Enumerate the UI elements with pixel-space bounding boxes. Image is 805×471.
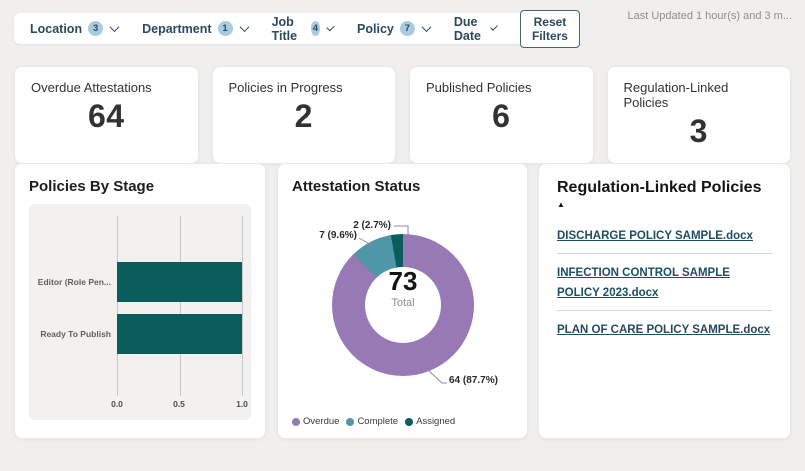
kpi-regulation-linked-policies: Regulation-Linked Policies 3 <box>606 66 791 164</box>
attestation-status-card: Attestation Status 73 Total 2 (2.7%) 7 (… <box>277 163 528 439</box>
kpi-value: 2 <box>294 98 313 134</box>
legend-dot-complete <box>346 417 355 426</box>
chevron-down-icon <box>421 22 432 33</box>
gridline <box>117 216 118 396</box>
legend-dot-overdue <box>292 417 300 426</box>
bar-editor-role-pending[interactable] <box>117 262 242 302</box>
regulation-linked-policies-card: Regulation-Linked Policies ▲ DISCHARGE P… <box>538 163 791 439</box>
filter-department[interactable]: Department 1 <box>142 21 250 36</box>
chevron-down-icon <box>109 22 120 33</box>
kpi-value: 64 <box>87 98 125 134</box>
kpi-label: Policies in Progress <box>228 80 343 95</box>
sort-ascending-icon[interactable]: ▲ <box>557 200 565 209</box>
donut-legend: Overdue Complete Assigned <box>292 416 455 427</box>
policies-by-stage-card: Policies By Stage Editor (Role Pen... Re… <box>14 163 266 439</box>
policy-link-discharge[interactable]: DISCHARGE POLICY SAMPLE.docx <box>557 230 753 242</box>
regulation-panel-title: Regulation-Linked Policies <box>557 179 762 196</box>
filter-job-title-label: Job Title <box>271 14 298 43</box>
chevron-down-icon <box>326 22 335 32</box>
chevron-down-icon <box>239 22 250 33</box>
filter-bar: Location 3 Department 1 Job Title 4 Poli… <box>14 9 580 48</box>
legend-item-complete[interactable]: Complete <box>346 416 398 427</box>
filter-location-count-badge: 3 <box>88 21 104 36</box>
donut-chart[interactable] <box>332 234 474 376</box>
kpi-label: Overdue Attestations <box>31 80 152 95</box>
legend-label: Complete <box>357 416 399 427</box>
policies-by-stage-chart: Editor (Role Pen... Ready To Publish 0.0… <box>29 204 251 420</box>
attestation-status-title: Attestation Status <box>292 178 421 195</box>
callout-complete: 7 (9.6%) <box>319 230 357 241</box>
list-item: PLAN OF CARE POLICY SAMPLE.docx <box>557 311 772 347</box>
filter-due-date[interactable]: Due Date <box>453 14 498 43</box>
bar-chart-plot-area <box>117 216 243 396</box>
kpi-row: Overdue Attestations 64 Policies in Prog… <box>14 66 791 164</box>
gridline <box>242 216 243 396</box>
kpi-value: 6 <box>492 98 511 134</box>
chevron-down-icon <box>489 23 498 32</box>
x-axis-tick: 0.5 <box>173 399 185 409</box>
legend-item-overdue[interactable]: Overdue <box>292 416 339 427</box>
kpi-overdue-attestations: Overdue Attestations 64 <box>14 66 199 164</box>
kpi-published-policies: Published Policies 6 <box>409 66 594 164</box>
gridline <box>179 216 181 396</box>
filter-job-title[interactable]: Job Title 4 <box>271 14 335 43</box>
x-axis-tick: 1.0 <box>236 399 248 409</box>
filter-policy-count-badge: 7 <box>399 21 415 36</box>
callout-overdue: 64 (87.7%) <box>449 375 498 386</box>
filter-policy[interactable]: Policy 7 <box>357 21 432 36</box>
bar-category-label: Ready To Publish <box>40 329 111 339</box>
callout-assigned: 2 (2.7%) <box>353 220 391 231</box>
filter-location-label: Location <box>30 21 83 36</box>
legend-label: Assigned <box>416 416 456 427</box>
filter-due-date-label: Due Date <box>453 14 481 43</box>
legend-dot-assigned <box>405 417 414 426</box>
filter-job-title-count-badge: 4 <box>310 21 321 36</box>
policy-link-infection-control[interactable]: INFECTION CONTROL SAMPLE POLICY 2023.doc… <box>557 267 730 299</box>
list-item: DISCHARGE POLICY SAMPLE.docx <box>557 217 772 255</box>
kpi-policies-in-progress: Policies in Progress 2 <box>211 66 396 164</box>
policy-link-plan-of-care[interactable]: PLAN OF CARE POLICY SAMPLE.docx <box>557 323 771 336</box>
filter-policy-label: Policy <box>357 21 394 36</box>
bar-category-label: Editor (Role Pen... <box>37 277 111 287</box>
policy-link-list: DISCHARGE POLICY SAMPLE.docx INFECTION C… <box>557 217 772 347</box>
filter-location[interactable]: Location 3 <box>30 21 120 36</box>
last-updated-text: Last Updated 1 hour(s) and 3 m... <box>627 10 792 22</box>
policies-by-stage-title: Policies By Stage <box>29 178 155 195</box>
kpi-label: Published Policies <box>426 80 532 95</box>
legend-label: Overdue <box>303 416 340 427</box>
filter-department-count-badge: 1 <box>217 21 233 36</box>
kpi-label: Regulation-Linked Policies <box>623 80 729 110</box>
kpi-value: 3 <box>689 113 708 149</box>
x-axis-tick: 0.0 <box>111 399 123 409</box>
bar-ready-to-publish[interactable] <box>117 314 242 354</box>
attestation-status-chart: 73 Total 2 (2.7%) 7 (9.6%) 64 (87.7%) <box>292 199 513 417</box>
legend-item-assigned[interactable]: Assigned <box>405 416 455 427</box>
filter-department-label: Department <box>142 21 212 36</box>
reset-filters-button[interactable]: Reset Filters <box>519 9 580 48</box>
list-item: INFECTION CONTROL SAMPLE POLICY 2023.doc… <box>557 254 772 311</box>
